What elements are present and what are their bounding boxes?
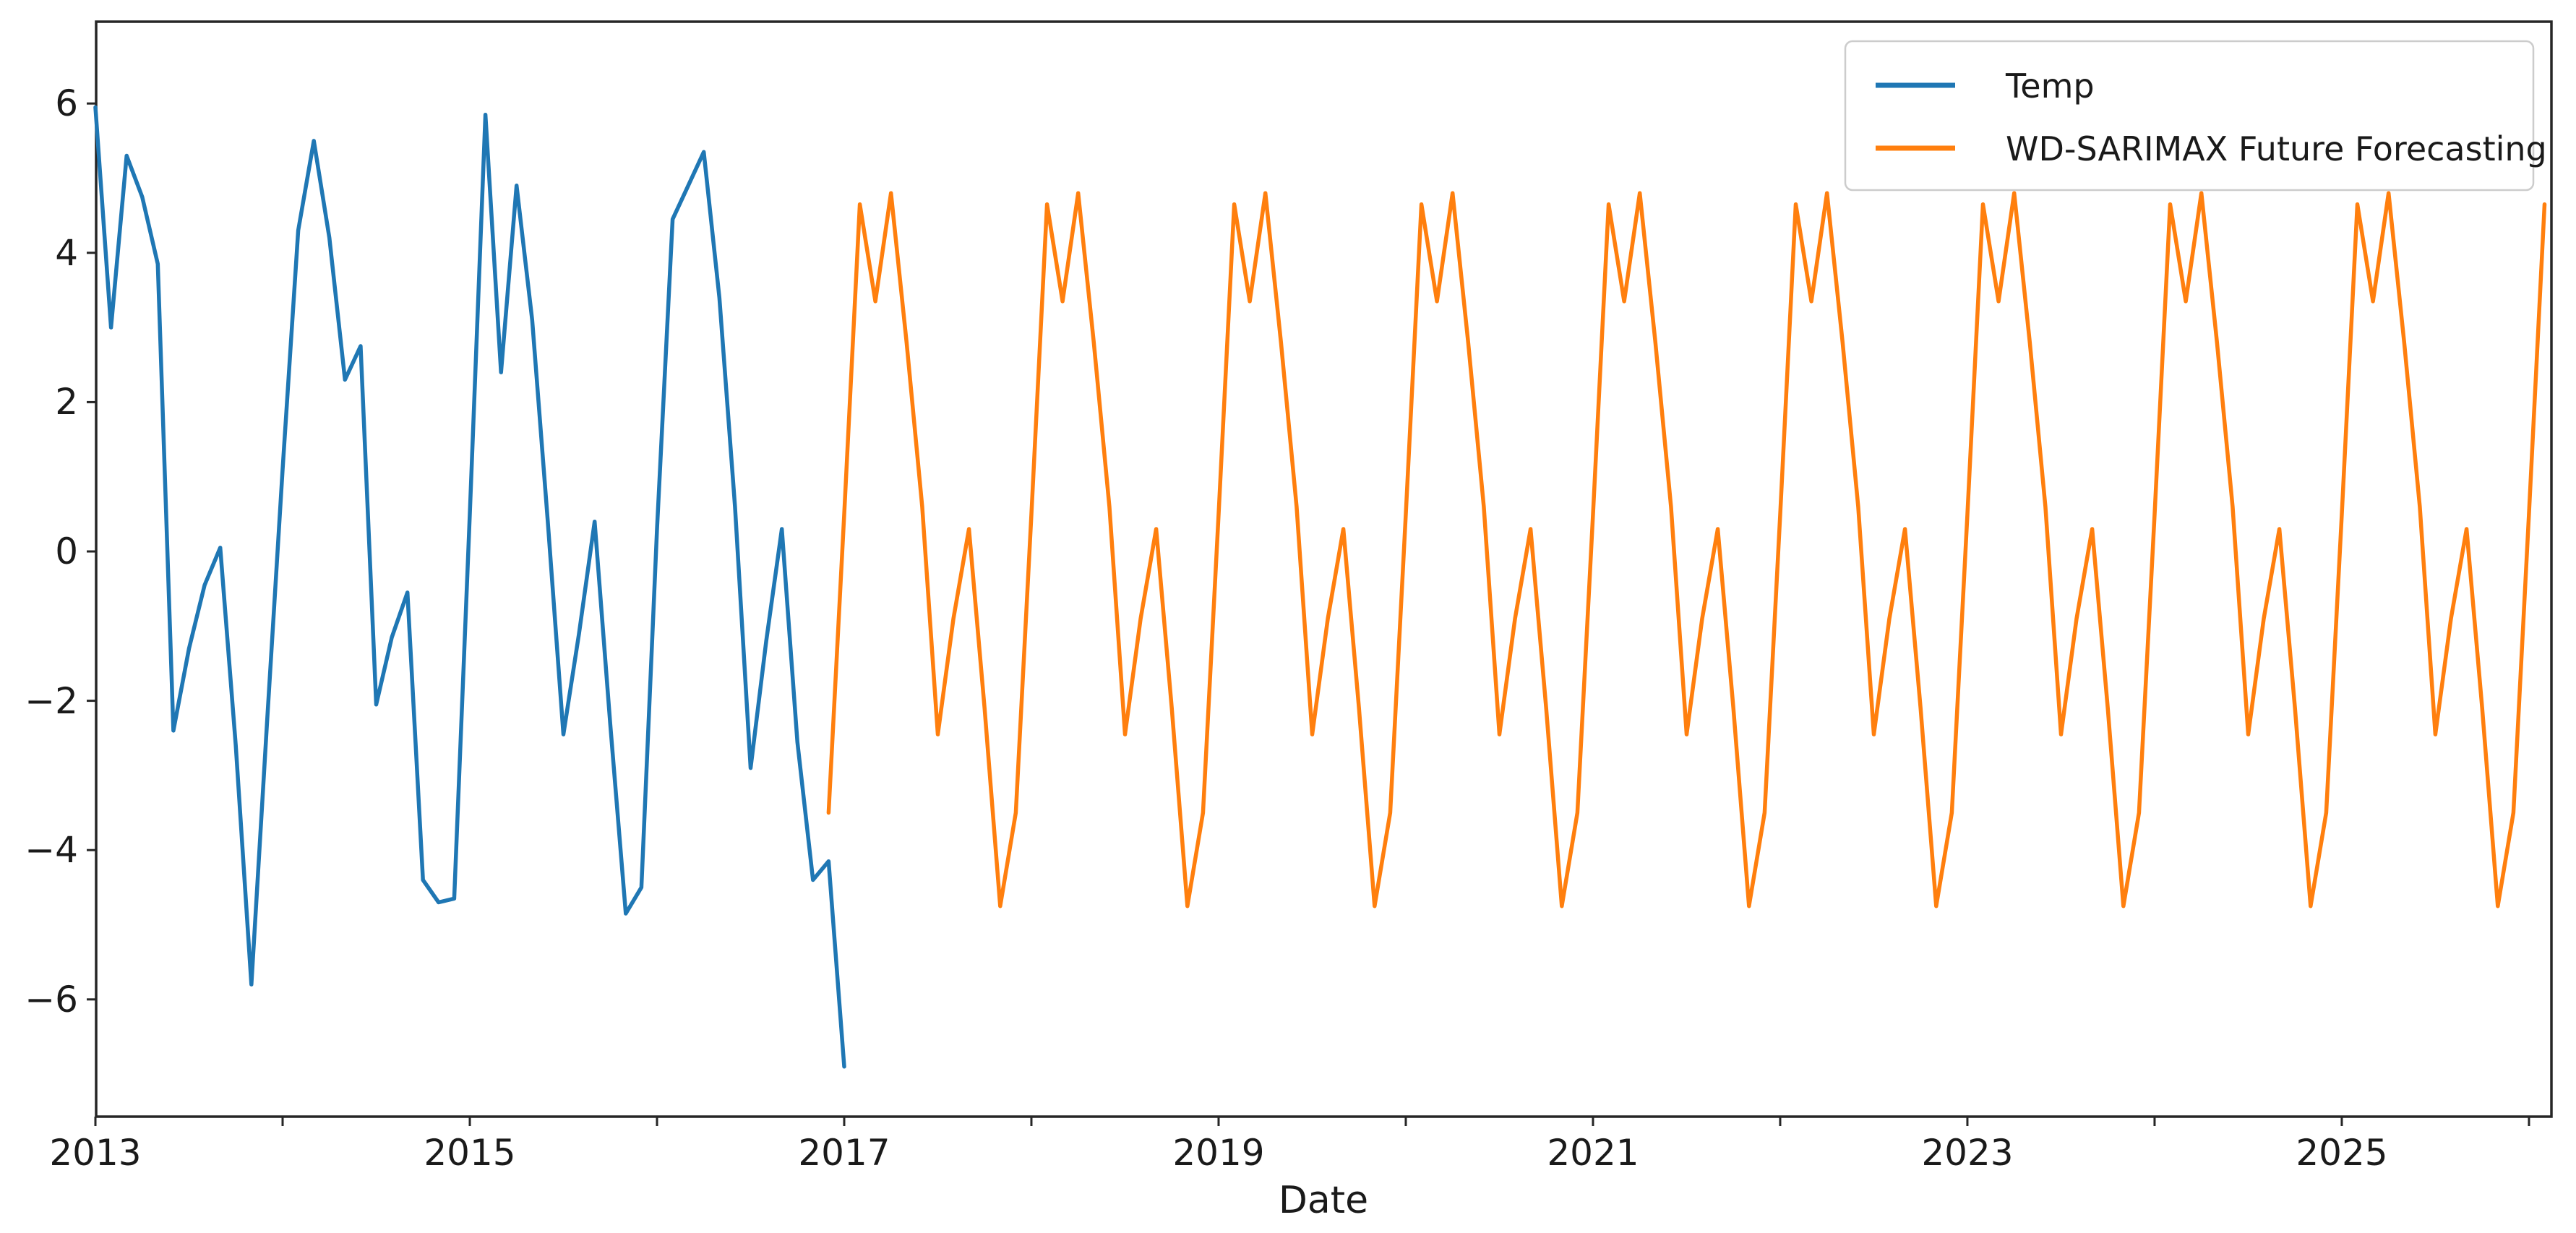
legend-label-forecast: WD-SARIMAX Future Forecasting — [2006, 129, 2547, 168]
y-tick-label-2: 2 — [55, 381, 78, 423]
y-tick-label-6: 6 — [55, 82, 78, 124]
x-axis-tick-labels: 2013 2015 2017 2019 2021 2023 2025 — [49, 1132, 2387, 1174]
y-axis-ticks — [87, 102, 96, 1001]
x-axis-ticks — [94, 1117, 2530, 1126]
y-tick-label-neg4: −4 — [25, 829, 78, 871]
y-tick-label-0: 0 — [55, 530, 78, 572]
x-axis-title: Date — [1279, 1179, 1368, 1222]
x-tick-label-2019: 2019 — [1172, 1132, 1264, 1174]
x-tick-label-2025: 2025 — [2296, 1132, 2387, 1174]
plot-series — [93, 105, 2547, 1069]
x-tick-label-2017: 2017 — [798, 1132, 890, 1174]
x-tick-label-2021: 2021 — [1547, 1132, 1639, 1174]
y-tick-label-4: 4 — [55, 232, 78, 274]
y-tick-label-neg6: −6 — [25, 979, 78, 1021]
y-axis-tick-labels: 6 4 2 0 −2 −4 −6 — [25, 82, 78, 1021]
x-tick-label-2013: 2013 — [49, 1132, 141, 1174]
legend-box — [1844, 40, 2535, 192]
legend-label-temp: Temp — [2005, 66, 2095, 106]
legend-item-forecast: WD-SARIMAX Future Forecasting — [1876, 129, 2547, 168]
x-tick-label-2015: 2015 — [424, 1132, 515, 1174]
forecast-series-line — [826, 191, 2547, 908]
legend: Temp WD-SARIMAX Future Forecasting — [1844, 40, 2547, 192]
y-tick-label-neg2: −2 — [25, 680, 78, 722]
x-tick-label-2023: 2023 — [1921, 1132, 2013, 1174]
temp-series-line — [93, 105, 846, 1069]
legend-item-temp: Temp — [1876, 66, 2095, 106]
plot-border — [95, 20, 2553, 1118]
